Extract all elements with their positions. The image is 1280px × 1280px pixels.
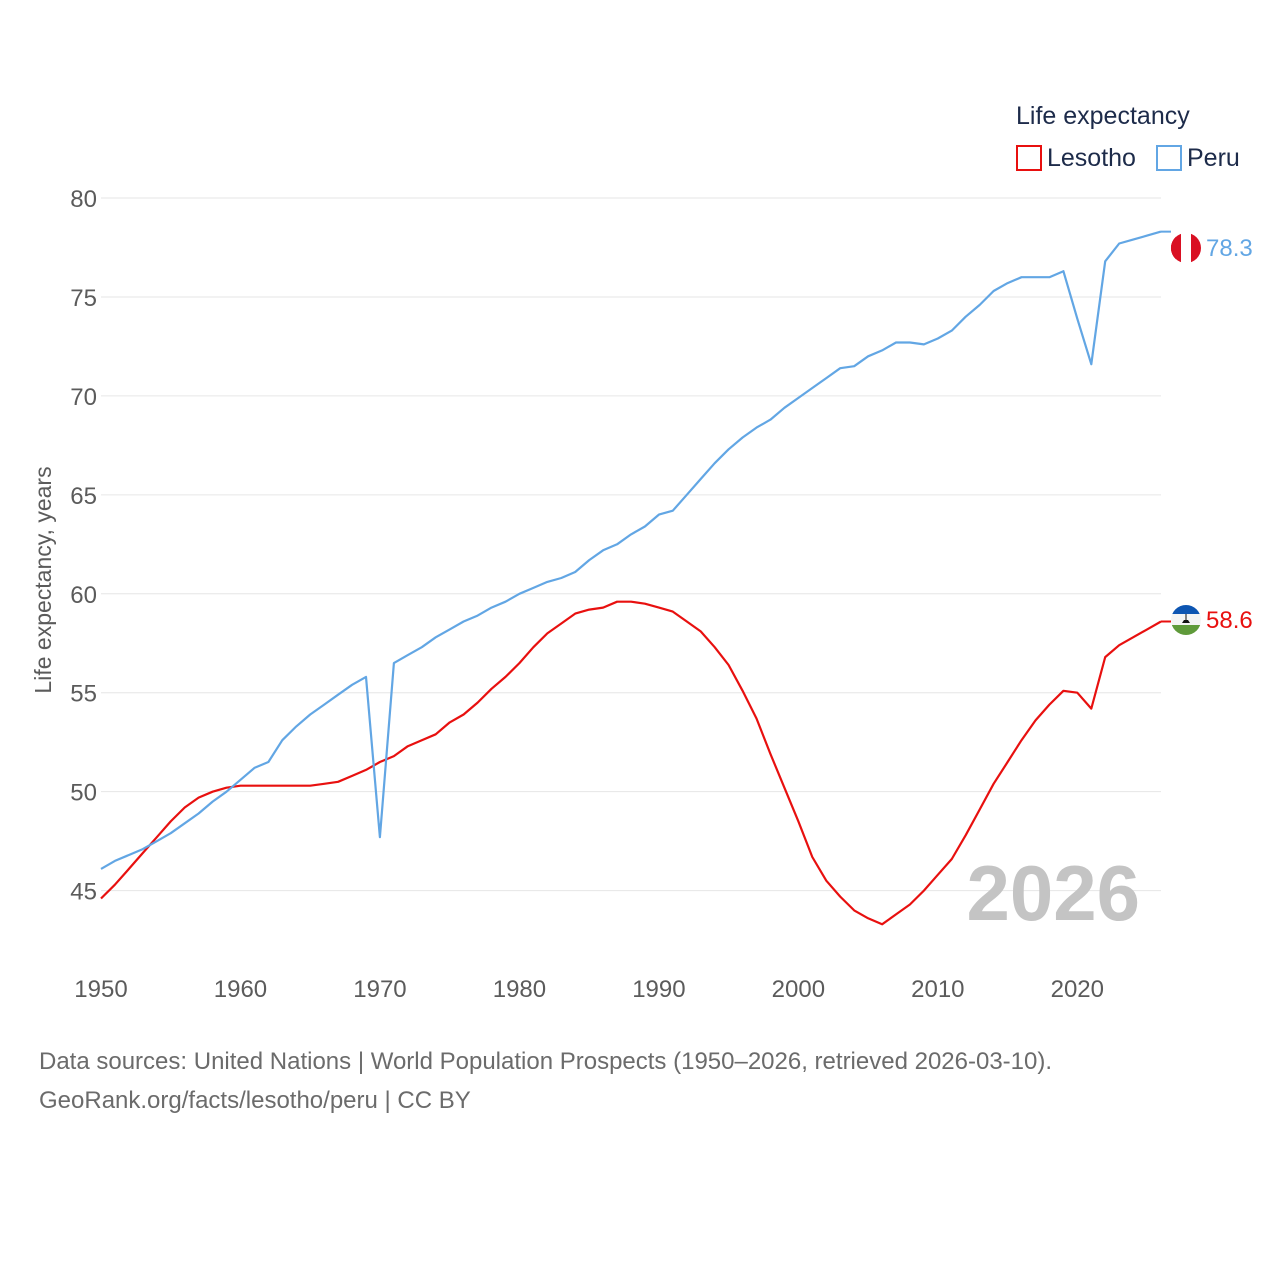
y-tick-label: 70 [70,384,97,411]
series-lines [100,230,1171,926]
x-tick-label: 2000 [772,976,825,1003]
source-link[interactable]: GeoRank.org/facts/lesotho/peru | CC BY [39,1087,471,1114]
y-tick-label: 50 [70,780,97,807]
y-axis-title: Life expectancy, years [30,466,56,693]
x-tick-label: 2020 [1051,976,1104,1003]
peru-flag-icon [1170,233,1201,263]
y-tick-label: 55 [70,681,97,708]
footer: Data sources: United Nations | World Pop… [39,1042,1239,1120]
legend-label-peru: Peru [1187,144,1240,172]
series-line-peru[interactable] [100,230,1162,870]
legend-swatch-peru [1156,145,1182,171]
y-tick-label: 45 [70,879,97,906]
y-tick-label: 65 [70,483,97,510]
y-axis-ticks: 45 50 55 60 65 70 75 80 [70,186,97,906]
gridlines [101,197,1161,892]
legend: Life expectancy Lesotho Peru [1016,102,1240,172]
y-tick-label: 60 [70,582,97,609]
y-tick-label: 80 [70,186,97,213]
end-value-label-peru: 78.3 [1206,235,1253,262]
x-tick-label: 2010 [911,976,964,1003]
life-expectancy-chart: 45 50 55 60 65 70 75 80 1950 1960 1970 1980 1990 200… [30,102,1253,1003]
x-tick-label: 1990 [632,976,685,1003]
x-tick-label: 1980 [493,976,546,1003]
y-tick-label: 75 [70,285,97,312]
data-sources-text: Data sources: United Nations | World Pop… [39,1048,1053,1075]
end-labels: 58.6 78.3 [1206,235,1253,634]
x-axis-ticks: 1950 1960 1970 1980 1990 2000 2010 2020 [74,976,1104,1003]
year-watermark: 2026 [966,849,1140,937]
legend-swatch-lesotho [1016,145,1042,171]
x-tick-label: 1970 [353,976,406,1003]
end-value-label-lesotho: 58.6 [1206,607,1253,634]
legend-item-lesotho[interactable]: Lesotho [1016,144,1136,172]
x-tick-label: 1950 [74,976,127,1003]
lesotho-flag-icon [1171,605,1201,635]
legend-title: Life expectancy [1016,102,1190,130]
series-line-lesotho[interactable] [100,600,1162,926]
legend-item-peru[interactable]: Peru [1156,144,1240,172]
x-tick-label: 1960 [214,976,267,1003]
legend-label-lesotho: Lesotho [1047,144,1136,172]
